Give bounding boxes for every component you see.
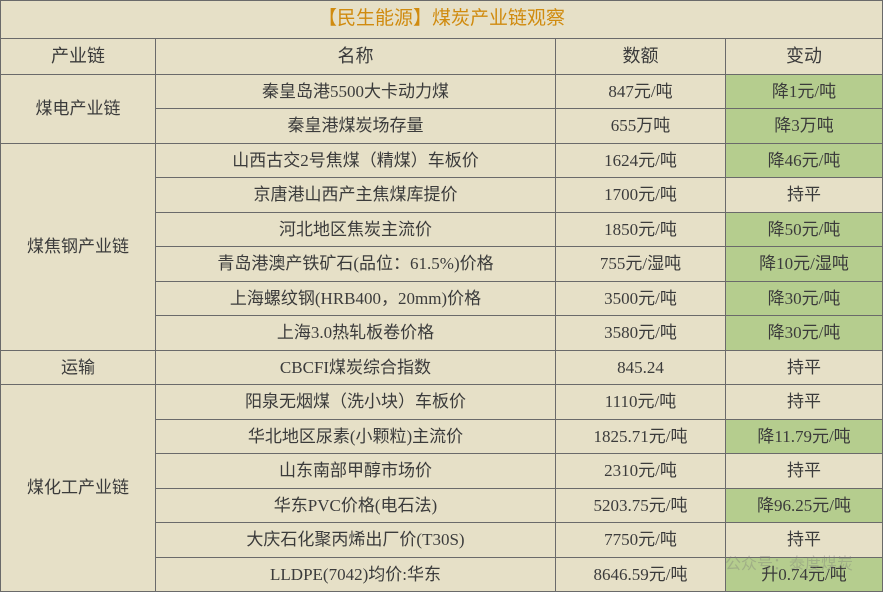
name-cell: 大庆石化聚丙烯出厂价(T30S) (156, 523, 556, 558)
amount-cell: 3500元/吨 (556, 281, 726, 316)
amount-cell: 1110元/吨 (556, 385, 726, 420)
name-cell: CBCFI煤炭综合指数 (156, 350, 556, 385)
change-cell: 持平 (726, 385, 883, 420)
name-cell: 山西古交2号焦煤（精煤）车板价 (156, 143, 556, 178)
title-row: 【民生能源】煤炭产业链观察 (1, 1, 883, 39)
amount-cell: 655万吨 (556, 109, 726, 144)
amount-cell: 1850元/吨 (556, 212, 726, 247)
name-cell: LLDPE(7042)均价:华东 (156, 557, 556, 592)
amount-cell: 7750元/吨 (556, 523, 726, 558)
col-header-amount: 数额 (556, 38, 726, 74)
amount-cell: 1700元/吨 (556, 178, 726, 213)
amount-cell: 3580元/吨 (556, 316, 726, 351)
table-row: 煤化工产业链阳泉无烟煤（洗小块）车板价1110元/吨持平 (1, 385, 883, 420)
change-cell: 降96.25元/吨 (726, 488, 883, 523)
name-cell: 上海3.0热轧板卷价格 (156, 316, 556, 351)
change-cell: 降50元/吨 (726, 212, 883, 247)
change-cell: 降46元/吨 (726, 143, 883, 178)
chain-cell: 煤焦钢产业链 (1, 143, 156, 350)
change-cell: 降10元/湿吨 (726, 247, 883, 282)
table-title: 【民生能源】煤炭产业链观察 (1, 1, 883, 39)
amount-cell: 1624元/吨 (556, 143, 726, 178)
name-cell: 秦皇岛港5500大卡动力煤 (156, 74, 556, 109)
col-header-name: 名称 (156, 38, 556, 74)
coal-chain-table: 【民生能源】煤炭产业链观察 产业链 名称 数额 变动 煤电产业链秦皇岛港5500… (0, 0, 883, 592)
change-cell: 降30元/吨 (726, 281, 883, 316)
amount-cell: 847元/吨 (556, 74, 726, 109)
table-row: 煤焦钢产业链山西古交2号焦煤（精煤）车板价1624元/吨降46元/吨 (1, 143, 883, 178)
name-cell: 山东南部甲醇市场价 (156, 454, 556, 489)
name-cell: 上海螺纹钢(HRB400，20mm)价格 (156, 281, 556, 316)
amount-cell: 1825.71元/吨 (556, 419, 726, 454)
change-cell: 持平 (726, 454, 883, 489)
amount-cell: 5203.75元/吨 (556, 488, 726, 523)
change-cell: 降11.79元/吨 (726, 419, 883, 454)
name-cell: 青岛港澳产铁矿石(品位：61.5%)价格 (156, 247, 556, 282)
amount-cell: 755元/湿吨 (556, 247, 726, 282)
amount-cell: 845.24 (556, 350, 726, 385)
name-cell: 京唐港山西产主焦煤库提价 (156, 178, 556, 213)
change-cell: 持平 (726, 523, 883, 558)
chain-cell: 运输 (1, 350, 156, 385)
change-cell: 降3万吨 (726, 109, 883, 144)
name-cell: 阳泉无烟煤（洗小块）车板价 (156, 385, 556, 420)
table-row: 煤电产业链秦皇岛港5500大卡动力煤847元/吨降1元/吨 (1, 74, 883, 109)
chain-cell: 煤电产业链 (1, 74, 156, 143)
col-header-change: 变动 (726, 38, 883, 74)
name-cell: 秦皇港煤炭场存量 (156, 109, 556, 144)
name-cell: 河北地区焦炭主流价 (156, 212, 556, 247)
name-cell: 华北地区尿素(小颗粒)主流价 (156, 419, 556, 454)
col-header-chain: 产业链 (1, 38, 156, 74)
amount-cell: 8646.59元/吨 (556, 557, 726, 592)
chain-cell: 煤化工产业链 (1, 385, 156, 592)
table-body: 煤电产业链秦皇岛港5500大卡动力煤847元/吨降1元/吨秦皇港煤炭场存量655… (1, 74, 883, 592)
header-row: 产业链 名称 数额 变动 (1, 38, 883, 74)
data-table: 【民生能源】煤炭产业链观察 产业链 名称 数额 变动 煤电产业链秦皇岛港5500… (0, 0, 883, 592)
table-row: 运输CBCFI煤炭综合指数845.24持平 (1, 350, 883, 385)
amount-cell: 2310元/吨 (556, 454, 726, 489)
name-cell: 华东PVC价格(电石法) (156, 488, 556, 523)
change-cell: 降30元/吨 (726, 316, 883, 351)
change-cell: 持平 (726, 178, 883, 213)
change-cell: 持平 (726, 350, 883, 385)
change-cell: 升0.74元/吨 (726, 557, 883, 592)
change-cell: 降1元/吨 (726, 74, 883, 109)
